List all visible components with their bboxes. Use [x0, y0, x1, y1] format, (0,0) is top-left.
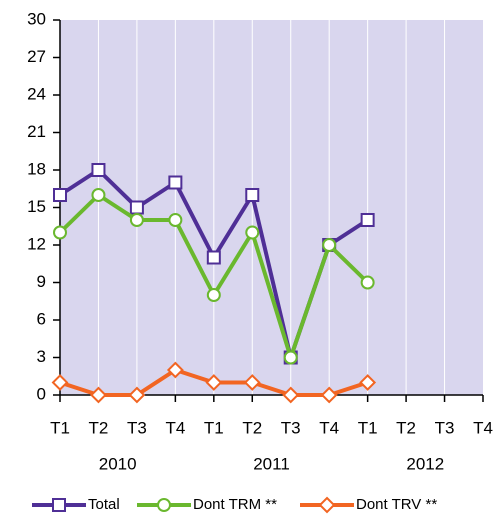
marker [51, 374, 69, 391]
legend: Total Dont TRM ** Dont TRV ** [32, 496, 437, 514]
y-tick-label: 9 [37, 272, 46, 291]
y-tick-label: 18 [27, 159, 46, 178]
y-tick-label: 12 [27, 234, 46, 253]
x-tick-label: T1 [50, 418, 70, 437]
marker [206, 288, 221, 302]
x-tick-label: T2 [242, 418, 262, 437]
x-group-label: 2012 [406, 454, 444, 473]
marker [53, 188, 67, 202]
x-tick-label: T2 [89, 418, 109, 437]
y-tick-label: 27 [27, 47, 46, 66]
legend-marker [52, 498, 66, 512]
y-tick-label: 3 [37, 347, 46, 366]
marker [245, 188, 260, 202]
marker [243, 374, 261, 391]
legend-label: Total [88, 496, 120, 513]
x-tick-label: T1 [358, 418, 378, 437]
marker [245, 225, 260, 240]
marker [168, 175, 183, 190]
y-tick-label: 24 [27, 84, 46, 103]
marker [128, 386, 146, 404]
y-tick-label: 0 [37, 384, 46, 403]
marker [53, 225, 67, 240]
marker [129, 200, 144, 215]
x-tick-label: T3 [281, 418, 301, 437]
marker [282, 386, 300, 404]
marker [90, 386, 107, 404]
x-tick-label: T4 [165, 418, 185, 437]
legend-marker [157, 498, 171, 512]
marker [322, 238, 337, 252]
y-tick-label: 21 [27, 122, 46, 141]
marker [359, 374, 377, 391]
legend-label: Dont TRV ** [356, 496, 437, 513]
marker [91, 163, 106, 177]
x-tick-label: T1 [204, 418, 224, 437]
marker [283, 350, 298, 365]
x-group-label: 2011 [253, 454, 290, 473]
marker [360, 275, 375, 290]
legend-label: Dont TRM ** [193, 496, 277, 513]
x-tick-label: T4 [473, 418, 493, 437]
x-tick-label: T3 [435, 418, 455, 437]
marker [91, 188, 106, 202]
x-tick-label: T3 [127, 418, 147, 437]
y-tick-label: 15 [27, 197, 46, 216]
marker [168, 213, 183, 227]
marker [129, 213, 144, 227]
marker [320, 386, 338, 404]
legend-marker [318, 496, 336, 514]
marker [206, 250, 221, 265]
y-tick-label: 6 [37, 309, 46, 328]
plot-area [60, 20, 483, 395]
x-group-label: 2010 [99, 454, 137, 473]
marker [360, 213, 375, 227]
x-tick-label: T2 [396, 418, 416, 437]
marker [205, 374, 223, 391]
x-tick-label: T4 [319, 418, 339, 437]
y-tick-label: 30 [27, 9, 46, 28]
marker [166, 361, 184, 379]
